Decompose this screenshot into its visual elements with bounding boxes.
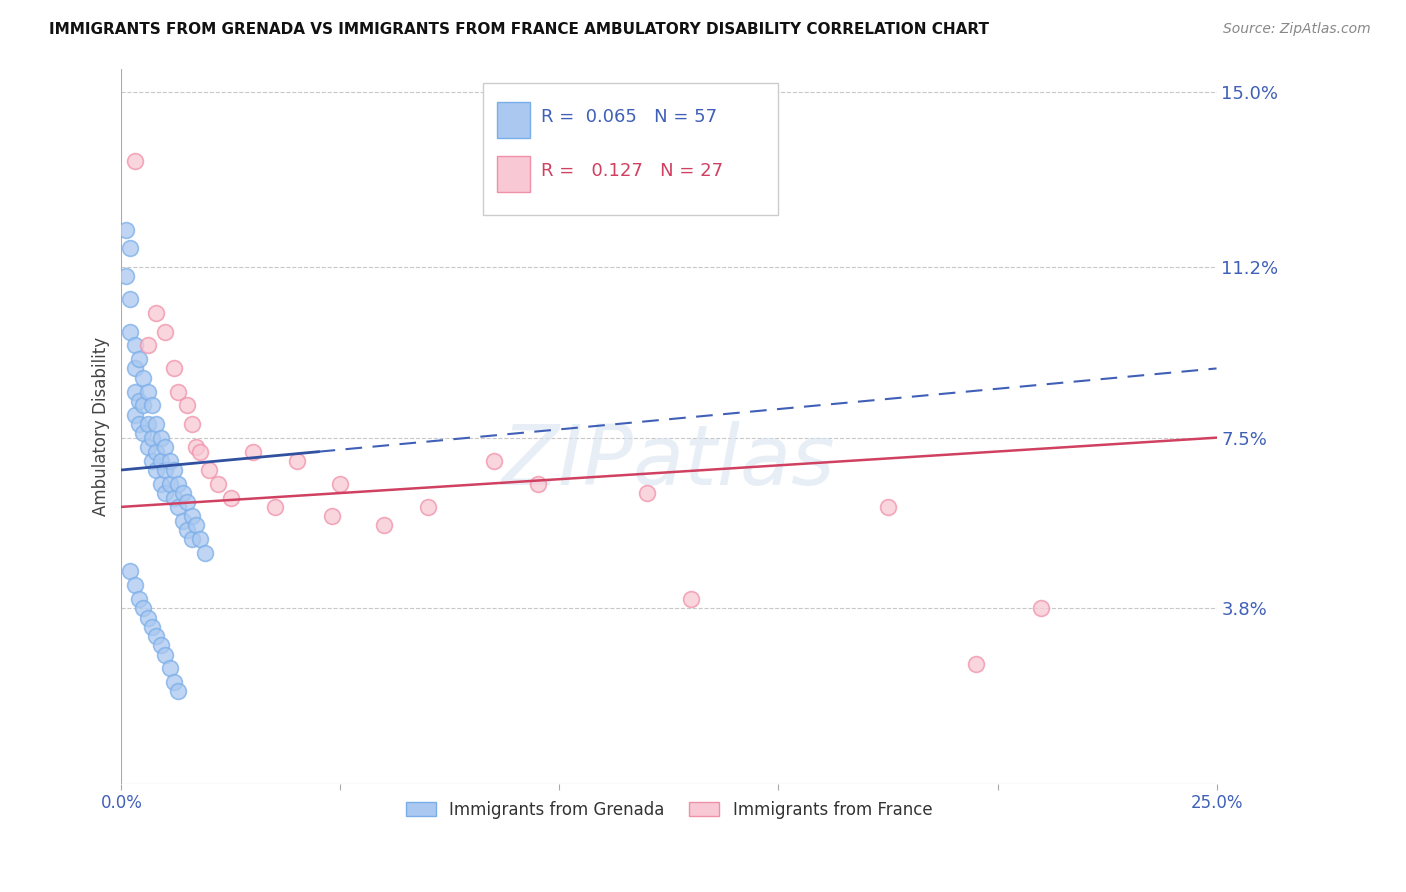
Point [149, 454, 172, 468]
Point [141, 431, 163, 445]
FancyBboxPatch shape [482, 83, 779, 215]
Point [180, 509, 202, 524]
Point [120, 292, 142, 306]
Point [132, 398, 155, 412]
Point [145, 444, 167, 458]
Point [141, 620, 163, 634]
Point [132, 601, 155, 615]
Point [176, 523, 198, 537]
Point [172, 486, 194, 500]
Point [159, 454, 181, 468]
Point [242, 444, 264, 458]
Point [965, 657, 987, 671]
Point [636, 486, 658, 500]
Point [167, 500, 190, 514]
Point [155, 440, 177, 454]
Point [482, 454, 505, 468]
Point [1031, 601, 1053, 615]
Legend: Immigrants from Grenada, Immigrants from France: Immigrants from Grenada, Immigrants from… [399, 794, 939, 825]
Point [128, 417, 150, 431]
Point [163, 463, 186, 477]
Point [329, 476, 352, 491]
Point [114, 223, 136, 237]
Point [194, 546, 217, 560]
Point [155, 463, 177, 477]
Point [141, 454, 163, 468]
Point [155, 648, 177, 662]
Point [163, 491, 186, 505]
Point [124, 578, 146, 592]
Point [149, 476, 172, 491]
Point [167, 684, 190, 698]
Point [321, 509, 343, 524]
Point [141, 398, 163, 412]
Point [198, 463, 221, 477]
Point [124, 361, 146, 376]
Point [114, 269, 136, 284]
Point [136, 417, 159, 431]
Point [877, 500, 900, 514]
Point [136, 440, 159, 454]
Point [145, 463, 167, 477]
Text: R =  0.065   N = 57: R = 0.065 N = 57 [541, 108, 717, 126]
Point [188, 444, 211, 458]
Point [136, 338, 159, 352]
Point [176, 398, 198, 412]
Point [176, 495, 198, 509]
Point [136, 384, 159, 399]
Point [124, 384, 146, 399]
Point [132, 370, 155, 384]
Y-axis label: Ambulatory Disability: Ambulatory Disability [93, 336, 110, 516]
Point [679, 592, 702, 607]
Point [124, 338, 146, 352]
Point [207, 476, 229, 491]
Point [145, 417, 167, 431]
Point [159, 661, 181, 675]
Point [155, 325, 177, 339]
Point [155, 486, 177, 500]
Point [145, 306, 167, 320]
Text: ZIPatlas: ZIPatlas [502, 421, 835, 502]
Point [128, 352, 150, 367]
Point [159, 476, 181, 491]
Point [172, 514, 194, 528]
Point [120, 565, 142, 579]
Point [128, 592, 150, 607]
Point [136, 610, 159, 624]
Point [145, 629, 167, 643]
Point [120, 242, 142, 256]
Point [167, 476, 190, 491]
Point [120, 325, 142, 339]
Bar [498, 156, 530, 193]
Point [124, 408, 146, 422]
Point [163, 361, 186, 376]
Point [167, 384, 190, 399]
Point [526, 476, 548, 491]
Point [149, 431, 172, 445]
Text: IMMIGRANTS FROM GRENADA VS IMMIGRANTS FROM FRANCE AMBULATORY DISABILITY CORRELAT: IMMIGRANTS FROM GRENADA VS IMMIGRANTS FR… [49, 22, 990, 37]
Point [416, 500, 439, 514]
Bar [498, 103, 530, 138]
Point [180, 417, 202, 431]
Point [124, 153, 146, 168]
Point [149, 638, 172, 652]
Point [132, 425, 155, 440]
Point [184, 518, 207, 533]
Point [184, 440, 207, 454]
Point [180, 532, 202, 546]
Point [285, 454, 308, 468]
Point [219, 491, 242, 505]
Point [373, 518, 395, 533]
Text: R =   0.127   N = 27: R = 0.127 N = 27 [541, 162, 723, 180]
Point [128, 393, 150, 408]
Point [263, 500, 285, 514]
Point [188, 532, 211, 546]
Point [163, 675, 186, 690]
Text: Source: ZipAtlas.com: Source: ZipAtlas.com [1223, 22, 1371, 37]
